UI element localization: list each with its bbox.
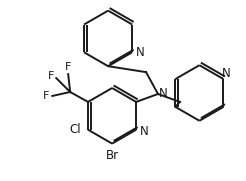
Text: F: F: [43, 91, 49, 101]
Text: F: F: [65, 62, 71, 72]
Text: F: F: [48, 71, 55, 81]
Text: N: N: [222, 67, 231, 80]
Text: N: N: [140, 125, 148, 138]
Text: N: N: [159, 87, 167, 100]
Text: Br: Br: [106, 149, 119, 162]
Text: N: N: [136, 46, 144, 59]
Text: Cl: Cl: [69, 123, 81, 136]
